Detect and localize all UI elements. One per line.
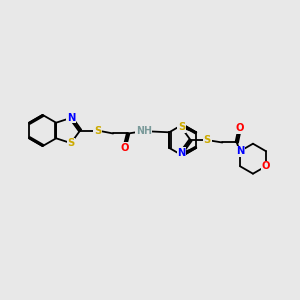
Text: S: S — [204, 135, 211, 145]
Text: O: O — [236, 123, 244, 133]
Text: S: S — [178, 122, 185, 133]
Text: N: N — [67, 113, 75, 123]
Text: N: N — [177, 148, 186, 158]
Text: N: N — [236, 146, 244, 156]
Text: S: S — [67, 138, 75, 148]
Text: O: O — [120, 143, 129, 153]
Text: S: S — [94, 125, 101, 136]
Text: NH: NH — [136, 126, 152, 136]
Text: O: O — [262, 161, 270, 171]
